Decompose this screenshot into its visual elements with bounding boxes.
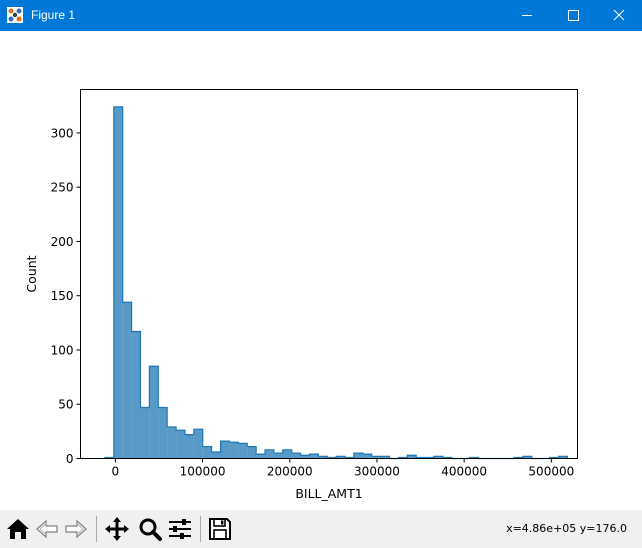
maximize-button[interactable]: [550, 0, 596, 31]
x-tick-label: 400000: [441, 465, 487, 479]
zoom-icon[interactable]: [136, 515, 164, 543]
histogram-bar: [211, 451, 221, 459]
y-axis-ticks: 0 50 100 150 200 250 300: [51, 126, 81, 466]
histogram-bar: [113, 106, 123, 459]
y-tick-label: 200: [51, 235, 74, 249]
toolbar-separator: [200, 516, 201, 542]
matplotlib-app-icon: [7, 7, 23, 23]
y-tick-label: 250: [51, 181, 74, 195]
histogram-bar: [336, 456, 346, 459]
axes-frame: [80, 89, 578, 459]
navigation-toolbar: x=4.86e+05 y=176.0: [0, 510, 642, 548]
y-tick-label: 300: [51, 126, 74, 140]
histogram-bar: [247, 446, 257, 459]
cursor-coordinates: x=4.86e+05 y=176.0: [506, 522, 627, 535]
histogram-outline: [104, 106, 568, 460]
histogram-bar: [433, 456, 443, 459]
histogram-bar: [282, 449, 292, 459]
figure-canvas[interactable]: 0 100000 200000 300000 400000 500000 0 50 100 15…: [0, 31, 642, 510]
histogram-bar: [380, 456, 390, 459]
x-tick-label: 200000: [267, 465, 313, 479]
x-tick-label: 500000: [528, 465, 574, 479]
window-titlebar: Figure 1: [0, 0, 642, 31]
histogram-bar: [193, 429, 203, 459]
forward-arrow-icon[interactable]: [62, 515, 90, 543]
histogram-bar: [229, 442, 239, 459]
histogram-bar: [318, 456, 328, 459]
back-arrow-icon[interactable]: [33, 515, 61, 543]
histogram-bar: [407, 455, 417, 459]
histogram-bar: [353, 453, 363, 459]
histogram-bar: [140, 407, 150, 459]
histogram-bar: [558, 456, 568, 459]
x-tick-label: 100000: [180, 465, 226, 479]
histogram-bars: [104, 106, 568, 460]
x-axis-label: BILL_AMT1: [295, 486, 362, 501]
histogram-bar: [158, 407, 168, 459]
y-tick-label: 100: [51, 343, 74, 357]
histogram-bar: [122, 302, 132, 459]
save-icon[interactable]: [206, 515, 234, 543]
histogram-bar: [176, 430, 185, 459]
pan-icon[interactable]: [103, 515, 131, 543]
home-icon[interactable]: [4, 515, 32, 543]
histogram-bar: [522, 456, 532, 459]
histogram-bar: [131, 331, 141, 459]
close-button[interactable]: [596, 0, 642, 31]
y-tick-label: 150: [51, 289, 74, 303]
configure-subplots-icon[interactable]: [166, 515, 194, 543]
histogram-bar: [371, 456, 381, 459]
histogram-bar: [273, 453, 283, 459]
y-axis-label: Count: [24, 255, 39, 292]
x-tick-label: 0: [112, 465, 120, 479]
histogram-bar: [256, 454, 266, 459]
histogram-chart: 0 100000 200000 300000 400000 500000 0 50 100 15…: [24, 89, 578, 501]
histogram-bar: [291, 453, 301, 459]
toolbar-separator: [96, 516, 97, 542]
histogram-bar: [362, 454, 372, 459]
histogram-bar: [202, 446, 212, 459]
y-tick-label: 50: [58, 398, 73, 412]
histogram-bar: [309, 454, 319, 459]
histogram-bar: [265, 449, 274, 459]
histogram-bar: [184, 434, 194, 459]
histogram-bar: [149, 366, 159, 459]
histogram-bar: [167, 427, 177, 459]
x-tick-label: 300000: [354, 465, 400, 479]
x-axis-ticks: 0 100000 200000 300000 400000 500000: [112, 458, 574, 479]
histogram-bar: [220, 441, 230, 459]
minimize-button[interactable]: [504, 0, 550, 31]
histogram-bar: [238, 443, 248, 459]
y-tick-label: 0: [66, 452, 74, 466]
window-title: Figure 1: [31, 8, 76, 22]
histogram-bar: [300, 455, 310, 459]
